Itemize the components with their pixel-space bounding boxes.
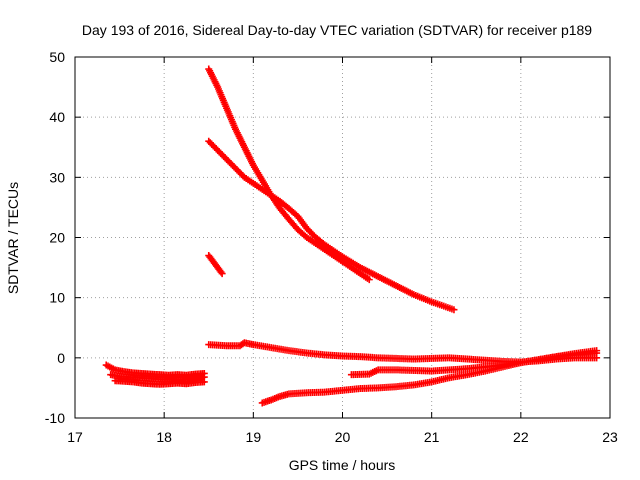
x-tick-label: 21 xyxy=(424,429,440,445)
x-axis-title: GPS time / hours xyxy=(289,457,396,473)
series-track-upper-descent xyxy=(205,137,458,314)
chart-title: Day 193 of 2016, Sidereal Day-to-day VTE… xyxy=(82,22,592,38)
data-point xyxy=(218,270,226,278)
series-track-cluster-lower xyxy=(111,377,208,388)
data-point xyxy=(200,378,208,386)
y-tick-label: -10 xyxy=(45,410,65,426)
data-point xyxy=(593,347,601,355)
series-track-lower-rising xyxy=(347,347,601,379)
x-tick-label: 22 xyxy=(513,429,529,445)
series-track-cluster-upper xyxy=(102,361,208,379)
series-track-short-segment xyxy=(205,252,226,278)
data-point xyxy=(365,276,373,284)
y-tick-label: 10 xyxy=(49,290,65,306)
x-tick-label: 18 xyxy=(156,429,172,445)
y-axis-title: SDTVAR / TECUs xyxy=(5,182,21,294)
y-tick-label: 0 xyxy=(57,350,65,366)
x-tick-label: 20 xyxy=(335,429,351,445)
data-marks xyxy=(102,65,601,407)
x-tick-label: 17 xyxy=(67,429,83,445)
grid xyxy=(75,57,610,418)
y-tick-label: 30 xyxy=(49,169,65,185)
series-track-steep-descent xyxy=(205,65,373,284)
y-tick-label: 40 xyxy=(49,109,65,125)
y-tick-label: 50 xyxy=(49,49,65,65)
data-point xyxy=(217,268,225,276)
x-tick-label: 19 xyxy=(246,429,262,445)
series-track-cluster-middle xyxy=(107,371,208,383)
axis-ticks: 17 18 19 20 21 22 23 -10 0 10 20 30 40 50 xyxy=(45,49,618,445)
y-tick-label: 20 xyxy=(49,230,65,246)
data-point xyxy=(450,306,458,314)
x-tick-label: 23 xyxy=(602,429,618,445)
